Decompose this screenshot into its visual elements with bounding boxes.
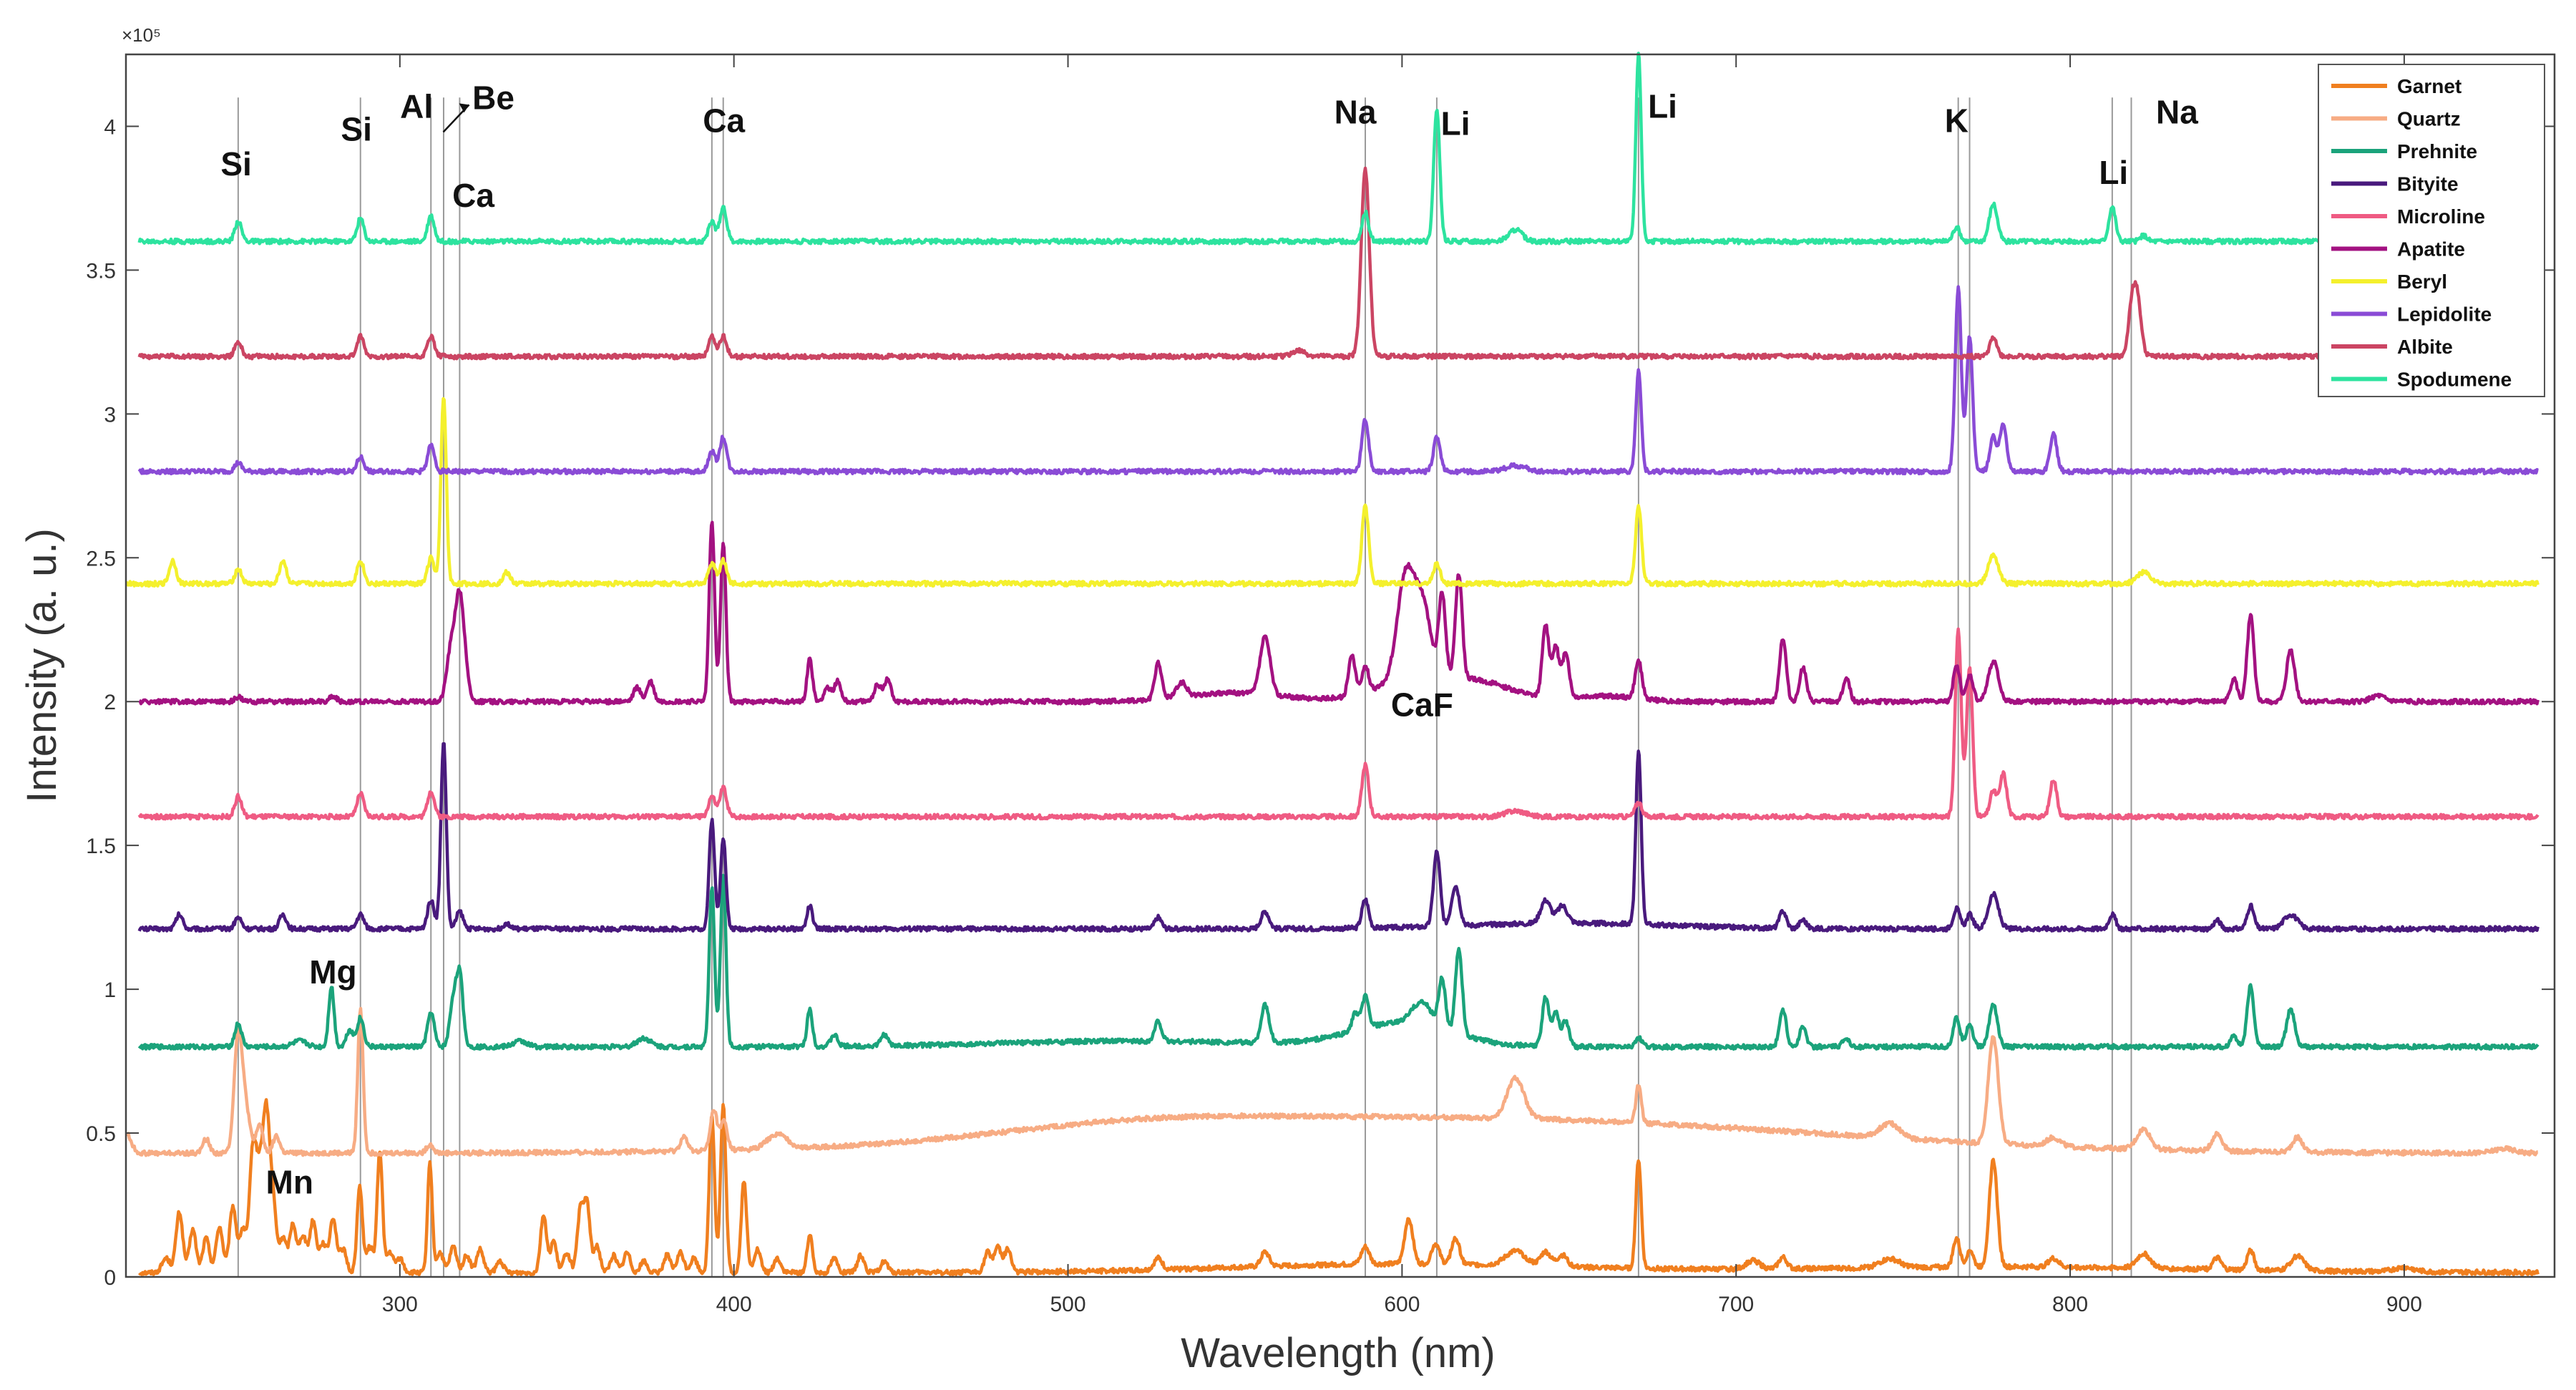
x-tick-label: 600 <box>1384 1293 1420 1316</box>
legend-label: Beryl <box>2397 271 2447 293</box>
y-tick-label: 1.5 <box>86 835 116 858</box>
annotation-label: Na <box>1335 93 1377 130</box>
legend-label: Quartz <box>2397 108 2461 130</box>
annotation-label: Li <box>1441 105 1470 142</box>
legend-label: Prehnite <box>2397 140 2477 162</box>
legend-label: Lepidolite <box>2397 303 2492 326</box>
y-axis: 0 0.5 1 1.5 2 2.5 3 3.5 4 <box>86 115 2555 1290</box>
series-line-quartz <box>125 1006 2539 1157</box>
series-line-lepidolite <box>137 285 2540 476</box>
y-tick-label: 2 <box>104 691 116 714</box>
legend-label: Microline <box>2397 205 2485 228</box>
annotation-label: Li <box>2099 154 2128 191</box>
legend-label: Garnet <box>2397 75 2462 97</box>
y-exponent-label: ×10⁵ <box>122 24 161 46</box>
series-line-bityite <box>137 742 2540 933</box>
annotation-label: Ca <box>703 102 745 140</box>
x-tick-label: 700 <box>1718 1293 1754 1316</box>
annotation-label: Ca <box>452 177 494 214</box>
legend: Garnet Quartz Prehnite Bityite Microline Apat… <box>2318 64 2545 397</box>
y-axis-title: Intensity (a. u.) <box>19 528 65 803</box>
legend-label: Bityite <box>2397 173 2459 195</box>
series-line-garnet <box>137 1098 2540 1277</box>
series-line-apatite <box>138 520 2540 706</box>
annotation-label: Li <box>1648 87 1677 125</box>
annotation-label: CaF <box>1391 686 1453 723</box>
plot-background <box>126 54 2555 1277</box>
annotation-label: Mn <box>266 1163 313 1200</box>
annotation-arrowhead <box>459 103 469 113</box>
annotation-label: Al <box>400 87 433 125</box>
y-tick-label: 2.5 <box>86 547 116 570</box>
y-tick-label: 0 <box>104 1266 116 1290</box>
x-tick-label: 900 <box>2386 1293 2422 1316</box>
series-line-spodumene <box>137 52 2539 246</box>
x-tick-label: 300 <box>382 1293 418 1316</box>
annotation-label: Si <box>341 111 371 148</box>
series-line-prehnite <box>137 873 2540 1051</box>
y-tick-label: 0.5 <box>86 1122 116 1146</box>
y-tick-label: 4 <box>104 115 116 139</box>
annotation-label: K <box>1945 102 1968 140</box>
x-axis: 300 400 500 600 700 800 900 <box>382 54 2422 1316</box>
x-tick-label: 500 <box>1050 1293 1085 1316</box>
y-tick-label: 3 <box>104 403 116 427</box>
y-tick-label: 3.5 <box>86 259 116 283</box>
series-lines <box>125 52 2540 1277</box>
series-line-albite <box>137 166 2540 361</box>
legend-label: Albite <box>2397 336 2453 358</box>
x-tick-label: 400 <box>716 1293 752 1316</box>
annotation-label: Be <box>472 79 514 116</box>
annotation-label: Si <box>220 145 251 183</box>
annotation-label: Na <box>2156 93 2198 130</box>
x-axis-title: Wavelength (nm) <box>1181 1330 1495 1376</box>
legend-label: Apatite <box>2397 238 2465 261</box>
annotation-label: Mg <box>309 953 356 991</box>
annotations: Si Si Al Be Ca Ca Na Li Li K Li Na CaF Mg Mn <box>220 79 2198 1200</box>
series-line-beryl <box>125 397 2540 588</box>
x-tick-label: 800 <box>2052 1293 2088 1316</box>
series-line-microline <box>137 627 2540 821</box>
legend-label: Spodumene <box>2397 369 2512 391</box>
plot-frame <box>125 53 2556 1278</box>
y-tick-label: 1 <box>104 978 116 1002</box>
